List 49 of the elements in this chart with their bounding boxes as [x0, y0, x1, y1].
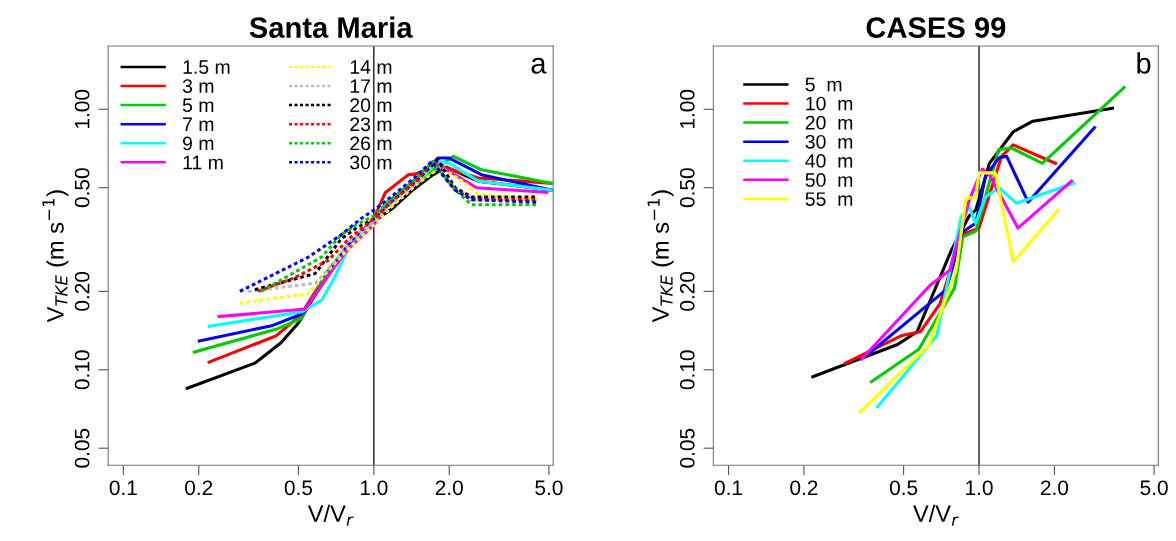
- x-tick-label: 5.0: [535, 480, 563, 496]
- x-tick-label: 2.0: [435, 480, 463, 496]
- legend-label: 40 m: [805, 154, 853, 168]
- legend-label: 10 m: [806, 96, 853, 111]
- y-tick-label: 0.50: [679, 168, 695, 208]
- legend-label: 5 m: [805, 77, 842, 92]
- x-tick-label: 5.0: [1140, 480, 1168, 496]
- legend-label: 20 m: [805, 115, 853, 130]
- legend-label: 11 m: [183, 155, 223, 170]
- chart-title: Santa Maria: [249, 16, 413, 38]
- x-tick-label: 0.5: [284, 480, 313, 496]
- y-tick-label: 0.20: [679, 271, 695, 311]
- y-tick-label: 0.10: [74, 350, 90, 390]
- chart-title: CASES 99: [866, 17, 1006, 38]
- annotation: b: [1137, 52, 1151, 74]
- x-tick-label: 2.0: [1040, 480, 1069, 496]
- y-tick-label: 0.05: [74, 428, 90, 468]
- legend-label: 50 m: [805, 173, 853, 187]
- x-tick-label: 1.0: [360, 480, 388, 496]
- y-axis-title: V$_{TKE}$ (m s$^{−1}$): [647, 190, 674, 323]
- legend-label: 5 m: [182, 98, 214, 113]
- x-tick-label: 1.0: [966, 480, 993, 496]
- y-tick-label: 0.05: [679, 428, 695, 468]
- x-tick-label: 0.2: [790, 480, 818, 496]
- legend-label: 20 m: [350, 98, 392, 113]
- legend-label: 9 m: [182, 136, 214, 151]
- y-tick-label: 0.20: [74, 271, 90, 311]
- x-axis-title: V/V$_{r}$: [913, 504, 959, 526]
- legend-label: 14 m: [350, 60, 392, 74]
- y-tick-label: 1.00: [74, 89, 90, 128]
- x-axis-title: V/V$_{r}$: [307, 504, 354, 526]
- y-axis-title: V$_{TKE}$ (m s$^{−1}$): [42, 190, 69, 323]
- x-tick-label: 0.2: [185, 480, 213, 496]
- legend-label: 3 m: [182, 79, 214, 93]
- x-tick-label: 0.5: [889, 480, 918, 496]
- x-tick-label: 0.1: [714, 480, 742, 496]
- legend-label: 7 m: [183, 117, 214, 131]
- legend-label: 30 m: [350, 155, 392, 170]
- legend-label: 1.5 m: [183, 60, 230, 74]
- y-tick-label: 1.00: [679, 89, 695, 128]
- legend-label: 23 m: [350, 117, 392, 132]
- annotation: a: [531, 57, 547, 74]
- y-tick-label: 0.50: [74, 168, 90, 208]
- legend-label: 55 m: [805, 192, 853, 206]
- legend-label: 17 m: [350, 79, 392, 93]
- legend-label: 30 m: [805, 134, 853, 149]
- legend-label: 26 m: [350, 136, 392, 151]
- x-tick-label: 0.1: [109, 480, 137, 496]
- y-tick-label: 0.10: [679, 350, 695, 390]
